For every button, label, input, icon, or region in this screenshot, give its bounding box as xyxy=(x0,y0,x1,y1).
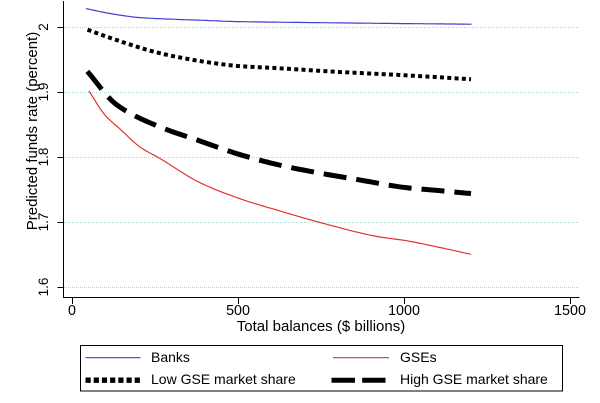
svg-text:2: 2 xyxy=(36,23,51,31)
svg-text:Total balances ($ billions): Total balances ($ billions) xyxy=(237,318,405,335)
svg-text:Banks: Banks xyxy=(151,349,190,365)
svg-text:500: 500 xyxy=(226,303,250,319)
svg-text:GSEs: GSEs xyxy=(400,349,437,365)
svg-text:1500: 1500 xyxy=(554,303,586,319)
svg-text:1.6: 1.6 xyxy=(36,278,51,297)
svg-text:Predicted funds rate (percent): Predicted funds rate (percent) xyxy=(24,32,41,230)
svg-text:1.9: 1.9 xyxy=(36,83,51,102)
svg-text:1.7: 1.7 xyxy=(36,213,51,232)
svg-text:1.8: 1.8 xyxy=(36,148,51,167)
svg-text:High GSE market share: High GSE market share xyxy=(400,371,548,387)
svg-text:Low GSE market share: Low GSE market share xyxy=(151,371,296,387)
svg-text:0: 0 xyxy=(68,303,76,319)
svg-text:1000: 1000 xyxy=(388,303,420,319)
